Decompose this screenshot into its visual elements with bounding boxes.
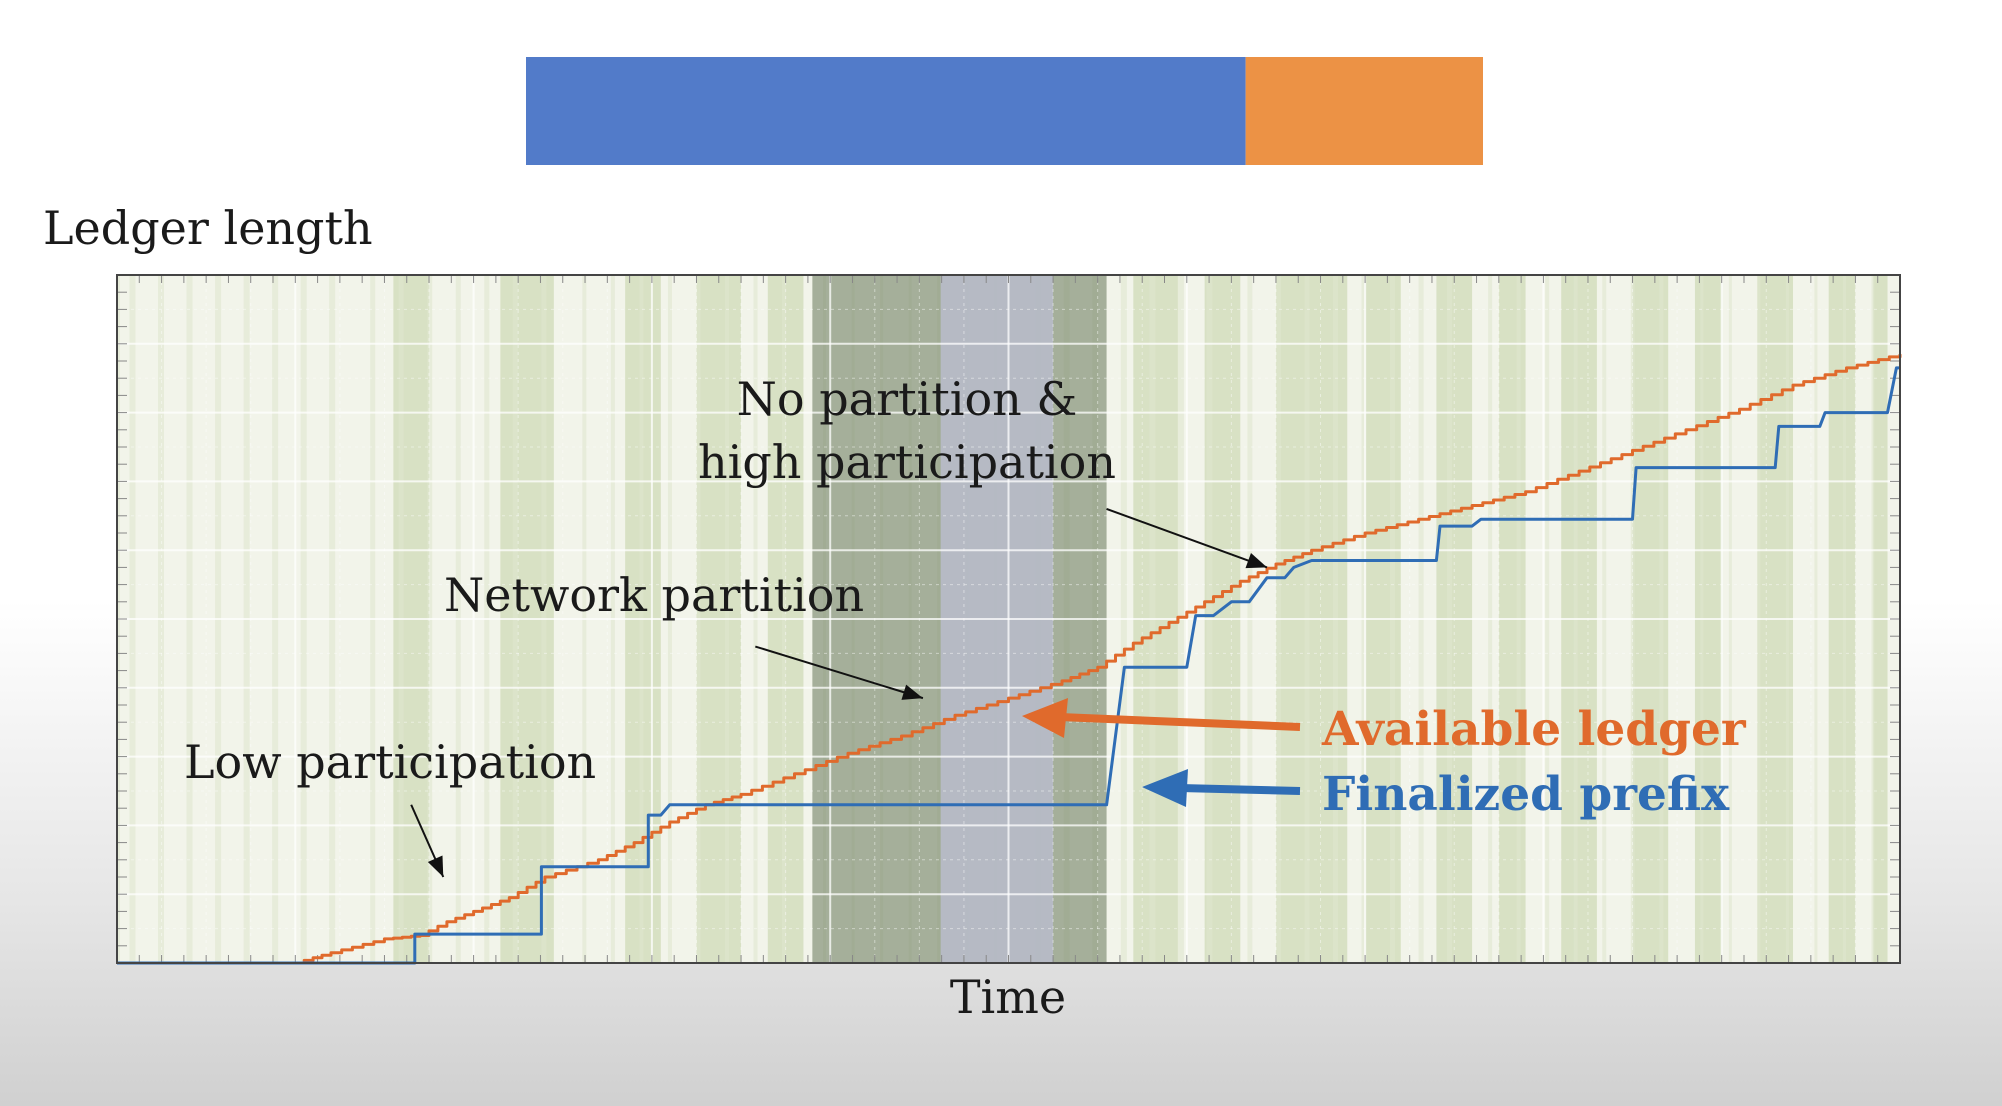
progress-bar-blue-segment (526, 57, 1246, 165)
legend: Available ledger Finalized prefix (1022, 698, 1747, 822)
annotation-arrow-head (427, 855, 444, 877)
annotation-arrow-head (1245, 553, 1268, 569)
legend-available-ledger: Available ledger (1321, 702, 1747, 757)
annotation-no-partition-line2: high participation (698, 435, 1116, 489)
progress-bar-orange-segment (1245, 57, 1483, 165)
legend-finalized-prefix: Finalized prefix (1322, 767, 1730, 822)
annotation-no-partition-line1: No partition & (737, 372, 1078, 426)
series-finalized-prefix (117, 366, 1900, 965)
annotation-arrow-head (901, 684, 923, 700)
annotation-arrow-line (1106, 507, 1268, 569)
annotations: Low participation Network partition No p… (184, 372, 1268, 878)
y-axis-label: Ledger length (43, 201, 373, 255)
series-available-ledger (117, 354, 1902, 965)
series-layer (117, 354, 1902, 965)
annotation-network-partition: Network partition (444, 568, 864, 622)
annotation-arrows (410, 507, 1268, 878)
annotation-arrow-line (755, 645, 924, 700)
x-axis-label: Time (950, 970, 1066, 1024)
annotation-low-participation: Low participation (184, 735, 596, 789)
plot-grid (116, 274, 1901, 964)
plot-frame (116, 274, 1901, 964)
legend-arrow-available (1022, 698, 1301, 738)
legend-arrow-finalized (1142, 769, 1301, 807)
top-progress-bar (526, 57, 1483, 165)
